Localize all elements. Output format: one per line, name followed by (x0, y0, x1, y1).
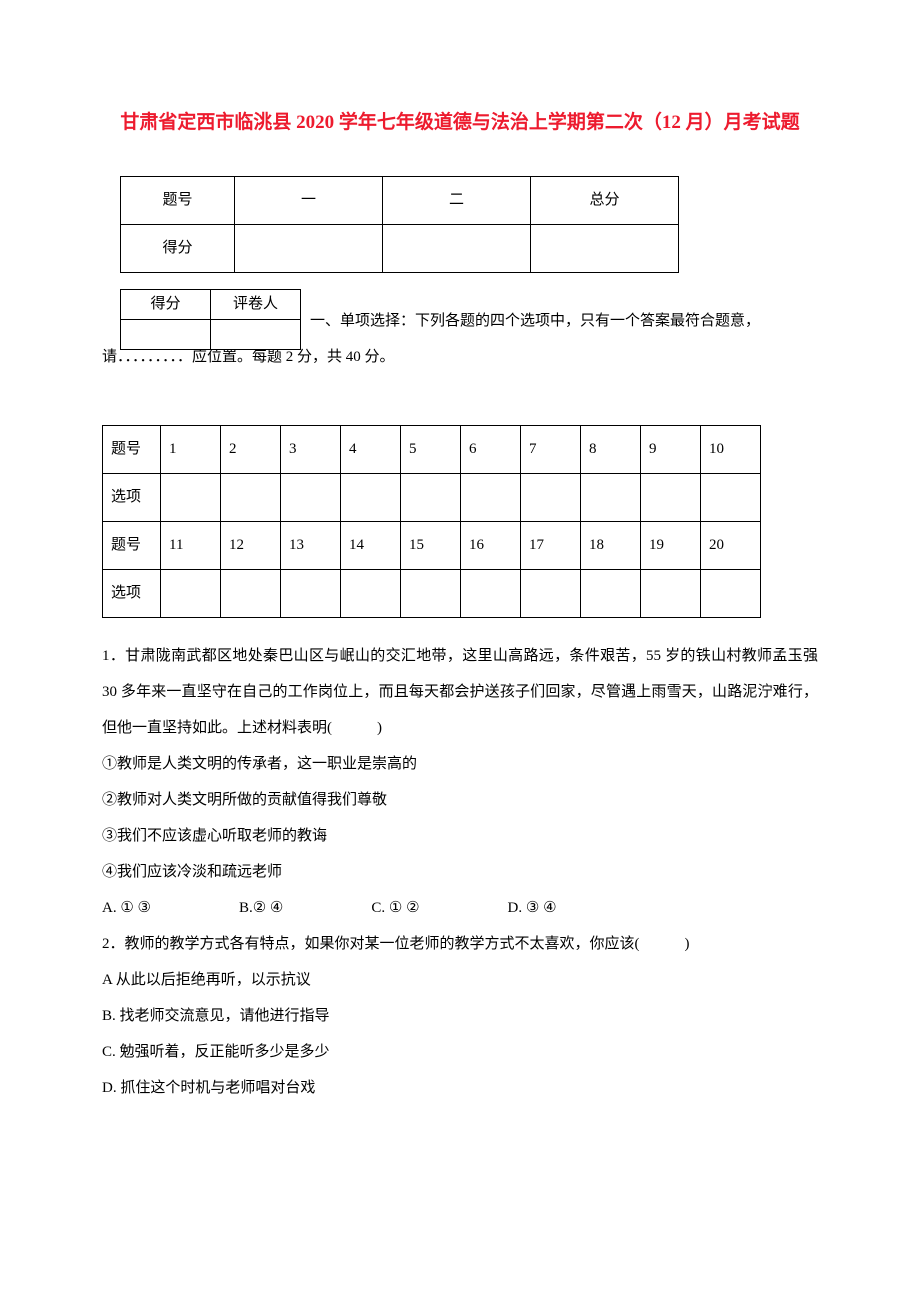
answer-cell (521, 473, 581, 521)
score-cell (383, 224, 531, 272)
question-1-statement-1: ①教师是人类文明的传承者，这一职业是崇高的 (102, 746, 818, 782)
answer-num: 2 (221, 425, 281, 473)
score-header-score: 得分 (121, 224, 235, 272)
exam-title: 甘肃省定西市临洮县 2020 学年七年级道德与法治上学期第二次（12 月）月考试… (102, 100, 818, 146)
answer-row-header: 题号 (103, 425, 161, 473)
answer-num: 6 (461, 425, 521, 473)
answer-cell (341, 569, 401, 617)
answer-cell (701, 569, 761, 617)
question-1-statement-4: ④我们应该冷淡和疏远老师 (102, 854, 818, 890)
answer-cell (581, 569, 641, 617)
q1-option-c: C. ① ② (371, 890, 419, 926)
grader-score-cell (121, 319, 211, 349)
answer-num: 5 (401, 425, 461, 473)
answer-cell (701, 473, 761, 521)
answer-cell (161, 473, 221, 521)
answer-cell (581, 473, 641, 521)
question-1-statement-2: ②教师对人类文明所做的贡献值得我们尊敬 (102, 782, 818, 818)
intro-line2-post: 应位置。每题 2 分，共 40 分。 (192, 349, 395, 365)
answer-num: 19 (641, 521, 701, 569)
answer-num: 17 (521, 521, 581, 569)
answer-cell (401, 473, 461, 521)
answer-num: 1 (161, 425, 221, 473)
answer-num: 8 (581, 425, 641, 473)
score-header-one: 一 (235, 176, 383, 224)
answer-num: 4 (341, 425, 401, 473)
answer-num: 20 (701, 521, 761, 569)
answer-cell (641, 569, 701, 617)
answer-num: 10 (701, 425, 761, 473)
answer-num: 13 (281, 521, 341, 569)
answer-row-header: 题号 (103, 521, 161, 569)
intro-line2-pre: 请 (102, 349, 117, 365)
section-one-header: 得分 评卷人 一、单项选择：下列各题的四个选项中，只有一个答案最符合题意， 请．… (102, 303, 818, 375)
grader-table: 得分 评卷人 (120, 289, 301, 350)
score-header-total: 总分 (531, 176, 679, 224)
grader-score-header: 得分 (121, 289, 211, 319)
answer-cell (461, 473, 521, 521)
question-1-text: 1．甘肃陇南武都区地处秦巴山区与岷山的交汇地带，这里山高路远，条件艰苦，55 岁… (102, 638, 818, 746)
answer-cell (281, 473, 341, 521)
score-header-qnum: 题号 (121, 176, 235, 224)
q1-option-a: A. ① ③ (102, 890, 151, 926)
answer-row-header: 选项 (103, 569, 161, 617)
answer-cell (641, 473, 701, 521)
answer-row-header: 选项 (103, 473, 161, 521)
answer-cell (461, 569, 521, 617)
answer-num: 15 (401, 521, 461, 569)
q2-option-d: D. 抓住这个时机与老师唱对台戏 (102, 1070, 818, 1106)
grader-person-cell (211, 319, 301, 349)
answer-cell (161, 569, 221, 617)
intro-dashed: ．．．．．．．．． (117, 349, 192, 365)
answer-cell (341, 473, 401, 521)
answer-cell (401, 569, 461, 617)
question-1-statement-3: ③我们不应该虚心听取老师的教诲 (102, 818, 818, 854)
answer-num: 3 (281, 425, 341, 473)
answer-num: 7 (521, 425, 581, 473)
answer-num: 14 (341, 521, 401, 569)
q2-option-b: B. 找老师交流意见，请他进行指导 (102, 998, 818, 1034)
score-cell (235, 224, 383, 272)
q1-option-b: B.② ④ (239, 890, 283, 926)
answer-num: 9 (641, 425, 701, 473)
answer-cell (221, 473, 281, 521)
question-1-options: A. ① ③ B.② ④ C. ① ② D. ③ ④ (102, 890, 818, 926)
answer-num: 11 (161, 521, 221, 569)
question-2-text: 2．教师的教学方式各有特点，如果你对某一位老师的教学方式不太喜欢，你应该( ) (102, 926, 818, 962)
q2-option-a: A 从此以后拒绝再听，以示抗议 (102, 962, 818, 998)
answer-num: 18 (581, 521, 641, 569)
grader-person-header: 评卷人 (211, 289, 301, 319)
answer-cell (281, 569, 341, 617)
answer-cell (521, 569, 581, 617)
answer-cell (221, 569, 281, 617)
answer-num: 12 (221, 521, 281, 569)
score-summary-table: 题号 一 二 总分 得分 (120, 176, 679, 273)
answer-num: 16 (461, 521, 521, 569)
score-cell (531, 224, 679, 272)
q2-option-c: C. 勉强听着，反正能听多少是多少 (102, 1034, 818, 1070)
q1-option-d: D. ③ ④ (508, 890, 557, 926)
answer-grid-table: 题号 1 2 3 4 5 6 7 8 9 10 选项 题号 11 12 13 1… (102, 425, 761, 618)
score-header-two: 二 (383, 176, 531, 224)
intro-line1: 一、单项选择：下列各题的四个选项中，只有一个答案最符合题意， (310, 313, 760, 329)
